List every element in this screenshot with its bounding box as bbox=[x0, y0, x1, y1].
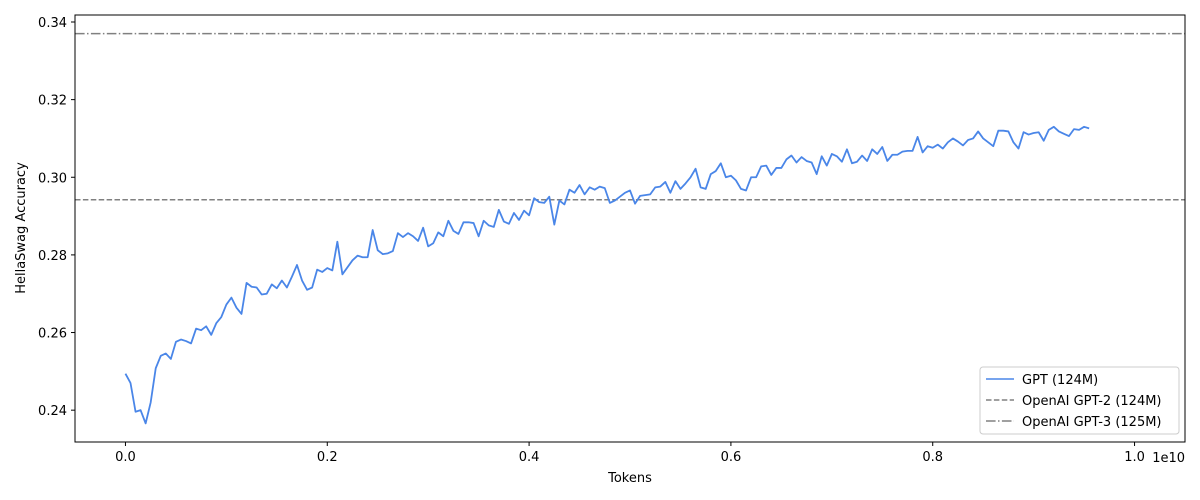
x-offset-label: 1e10 bbox=[1152, 451, 1185, 466]
y-tick-label: 0.28 bbox=[38, 249, 67, 264]
legend-label-gpt: GPT (124M) bbox=[1022, 373, 1098, 388]
x-tick-label: 0.6 bbox=[721, 450, 742, 465]
x-tick-label: 0.8 bbox=[922, 450, 943, 465]
y-tick-label: 0.34 bbox=[38, 16, 67, 31]
x-tick-label: 0.0 bbox=[115, 450, 136, 465]
x-tick-label: 0.2 bbox=[317, 450, 338, 465]
gpt-series-line bbox=[124, 125, 1090, 425]
y-tick-label: 0.30 bbox=[38, 171, 67, 186]
x-tick-label: 1.0 bbox=[1124, 450, 1145, 465]
x-axis-label: Tokens bbox=[607, 471, 652, 486]
legend-label-gpt3: OpenAI GPT-3 (125M) bbox=[1022, 415, 1162, 430]
y-tick-label: 0.32 bbox=[38, 94, 67, 109]
legend-label-gpt2: OpenAI GPT-2 (124M) bbox=[1022, 394, 1162, 409]
plot-frame bbox=[74, 14, 1186, 443]
legend-box bbox=[979, 366, 1180, 435]
y-axis-label: HellaSwag Accuracy bbox=[14, 162, 29, 294]
x-tick-label: 0.4 bbox=[519, 450, 540, 465]
legend: GPT (124M) OpenAI GPT-2 (124M) OpenAI GP… bbox=[979, 366, 1180, 435]
y-tick-label: 0.26 bbox=[38, 327, 67, 342]
y-tick-label: 0.24 bbox=[38, 404, 67, 419]
